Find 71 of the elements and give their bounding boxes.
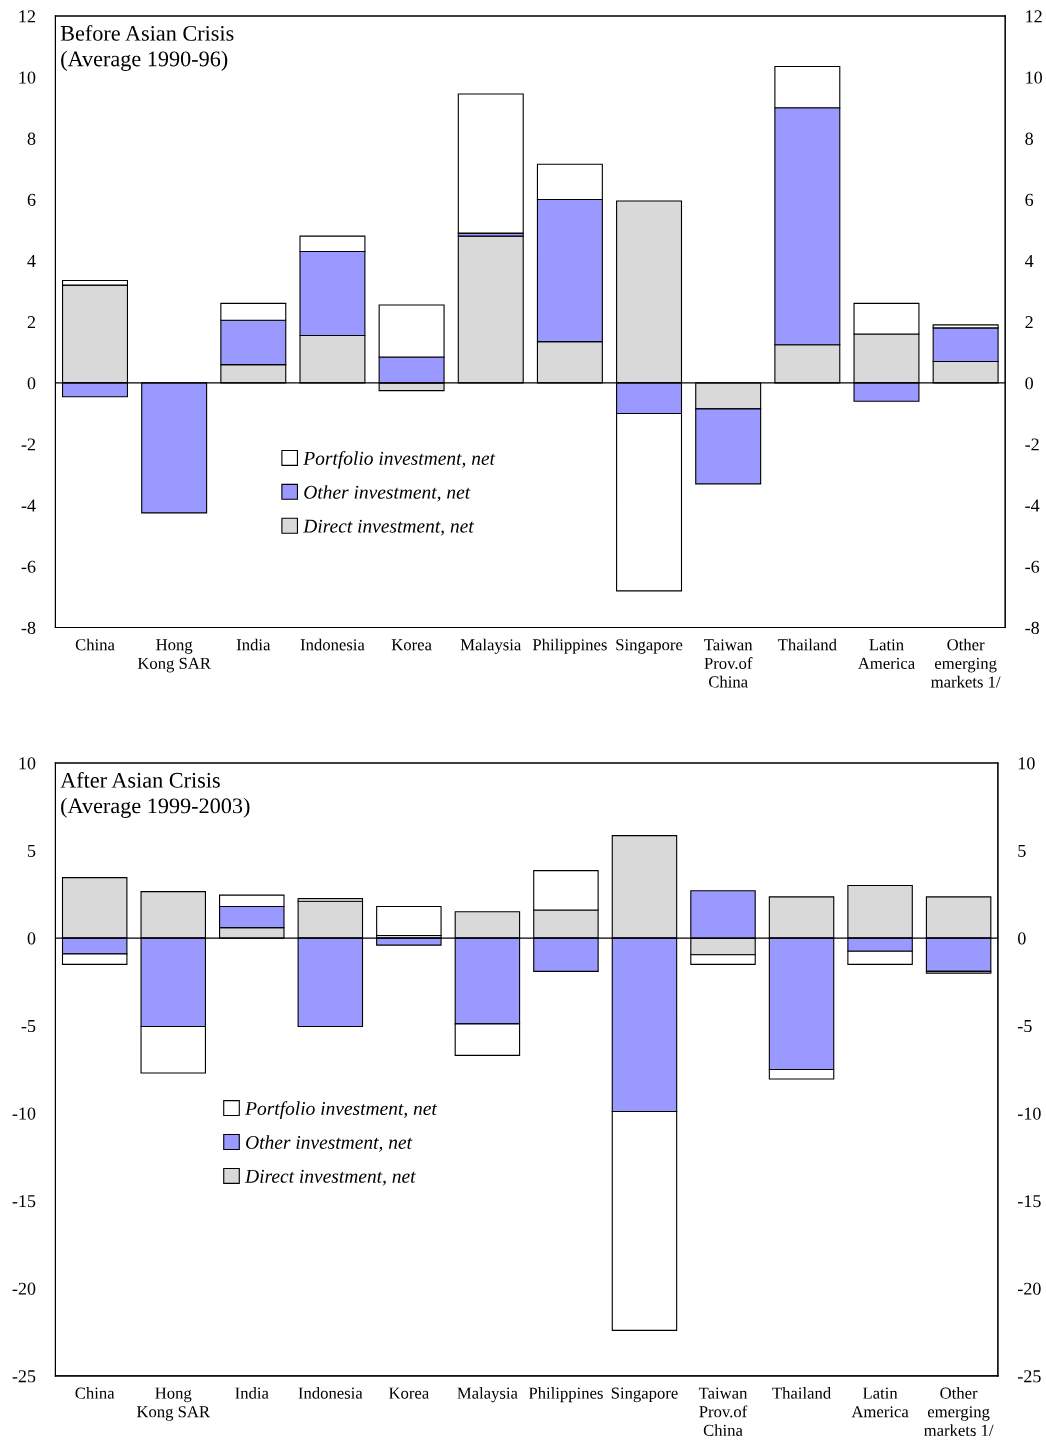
x-tick-label: Korea: [388, 1387, 429, 1399]
y-tick-label: 10: [19, 71, 36, 84]
x-tick-label: Malaysia: [460, 638, 522, 654]
y2-tick-label: -20: [1018, 1282, 1041, 1295]
y2-tick-label: 10: [1026, 71, 1043, 84]
x-tick-label: Other emerging markets 1/: [924, 1387, 994, 1436]
x-tick-label: Indonesia: [298, 1387, 363, 1399]
y2-tick-label: 5: [1018, 844, 1026, 857]
y2-tick-label: -10: [1018, 1107, 1041, 1120]
y2-tick-label: -5: [1018, 1020, 1032, 1033]
y-tick-label: -4: [21, 499, 36, 512]
y2-tick-label: -6: [1025, 560, 1040, 573]
legend-label: Direct investment, net: [303, 519, 475, 536]
x-tick-label: Latin America: [857, 639, 915, 669]
y2-tick-label: 10: [1018, 757, 1035, 770]
y-tick-label: 0: [27, 377, 36, 390]
y-tick-label: 10: [19, 757, 36, 770]
x-tick-label: India: [235, 1387, 269, 1399]
y2-tick-label: 6: [1025, 193, 1034, 206]
y2-tick-label: -8: [1025, 621, 1039, 634]
y2-tick-label: 12: [1026, 10, 1042, 23]
legend-label: Direct investment, net: [244, 1169, 416, 1186]
x-tick-label: China: [75, 1387, 115, 1399]
y-tick-label: 6: [27, 193, 36, 206]
x-tick-label: Singapore: [611, 1387, 678, 1403]
y-tick-label: 4: [27, 255, 36, 267]
x-tick-label: Hong Kong SAR: [137, 639, 211, 673]
x-tick-label: Taiwan Prov.of China: [704, 639, 753, 688]
x-tick-label: Philippines: [528, 1387, 603, 1403]
legend-label: Portfolio investment, net: [303, 451, 496, 469]
y2-tick-label: 4: [1025, 255, 1034, 267]
y2-tick-label: 0: [1018, 932, 1026, 945]
bar: [457, 93, 524, 234]
y-tick-label: -25: [12, 1370, 36, 1383]
y-tick-label: -10: [12, 1107, 36, 1120]
y2-tick-label: 8: [1025, 132, 1033, 145]
y-tick-label: -15: [12, 1195, 36, 1208]
y-tick-label: -20: [12, 1282, 36, 1295]
y-tick-label: -6: [21, 560, 36, 573]
x-tick-label: Taiwan Prov.of China: [698, 1387, 748, 1436]
x-tick-label: Other emerging markets 1/: [931, 638, 1001, 688]
x-tick-label: Singapore: [616, 639, 683, 654]
y-tick-label: 5: [28, 844, 36, 857]
x-tick-label: Philippines: [532, 638, 607, 654]
text: Before Asian Crisis (Average 1990-96): [60, 24, 234, 71]
y2-tick-label: -4: [1025, 499, 1040, 512]
y2-tick-label: -25: [1018, 1370, 1041, 1383]
text: After Asian Crisis (Average 1999-2003): [60, 771, 250, 818]
x-tick-label: Thailand: [772, 1387, 831, 1399]
x-tick-label: Hong Kong SAR: [136, 1387, 211, 1421]
y2-tick-label: -2: [1025, 438, 1039, 451]
y-tick-label: -8: [21, 621, 36, 634]
y2-tick-label: 2: [1025, 316, 1033, 329]
x-tick-label: Korea: [391, 639, 432, 651]
x-tick-label: China: [75, 638, 115, 651]
legend-label: Portfolio investment, net: [245, 1101, 438, 1119]
legend-label: Other investment, net: [246, 1135, 413, 1152]
x-tick-label: Thailand: [778, 638, 837, 651]
y-tick-label: 12: [19, 10, 35, 23]
x-tick-label: India: [236, 638, 271, 651]
y2-tick-label: 0: [1025, 377, 1033, 390]
y2-tick-label: -15: [1018, 1195, 1041, 1208]
y-tick-label: -2: [21, 438, 35, 451]
y-tick-label: -5: [21, 1020, 36, 1033]
y-tick-label: 8: [27, 132, 36, 145]
y-tick-label: 0: [27, 932, 36, 945]
x-tick-label: Malaysia: [457, 1387, 518, 1403]
legend-label: Other investment, net: [304, 485, 471, 502]
y-tick-label: 2: [27, 316, 35, 329]
x-tick-label: Latin America: [851, 1387, 909, 1418]
x-tick-label: Indonesia: [300, 638, 365, 651]
